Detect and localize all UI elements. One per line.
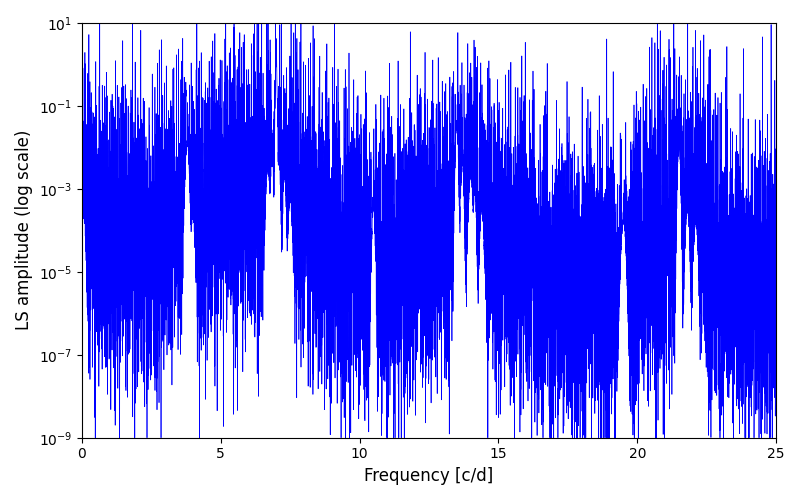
- X-axis label: Frequency [c/d]: Frequency [c/d]: [364, 467, 494, 485]
- Y-axis label: LS amplitude (log scale): LS amplitude (log scale): [15, 130, 33, 330]
